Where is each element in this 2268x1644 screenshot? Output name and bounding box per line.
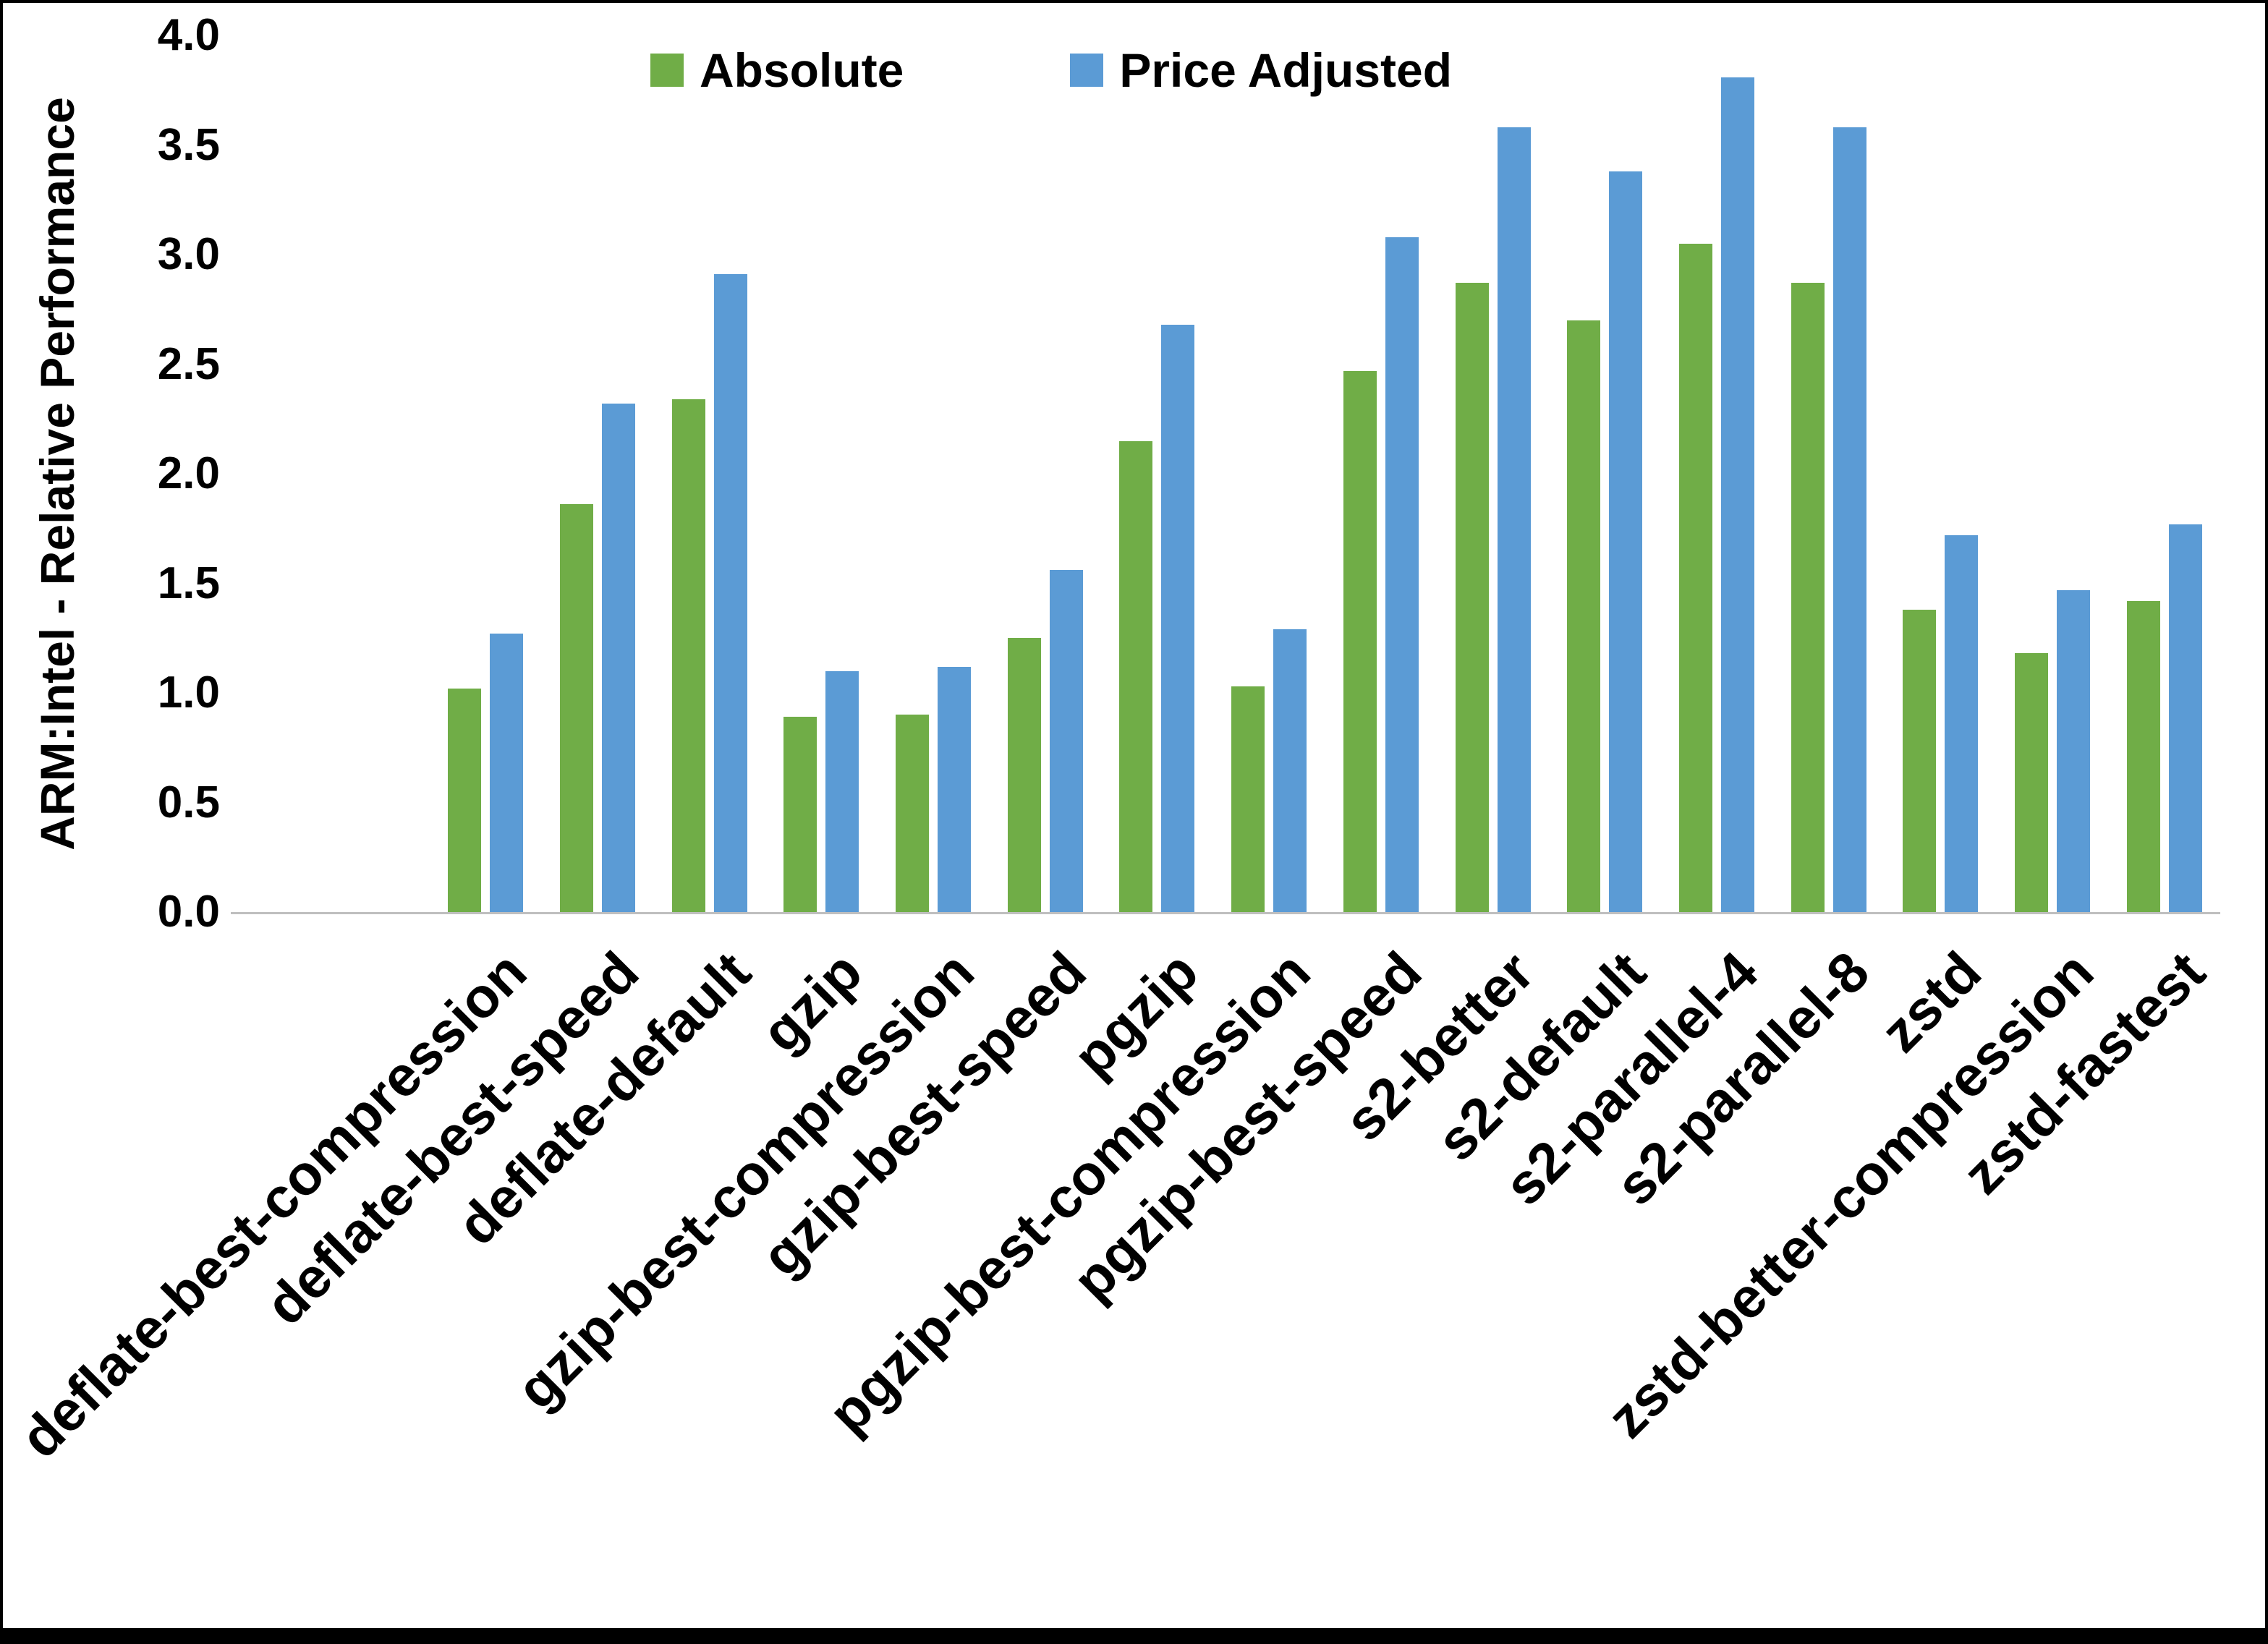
bar-price-adjusted-zstd-fastest	[2168, 524, 2202, 912]
bar-price-adjusted-pgzip	[1161, 324, 1195, 912]
bottom-border-bar	[3, 1628, 2265, 1641]
y-tick-label: 2.5	[157, 338, 220, 389]
bar-price-adjusted-gzip-best-compression	[938, 666, 972, 912]
y-tick-label: 4.0	[157, 10, 220, 60]
y-tick-label: 2.0	[157, 448, 220, 498]
bar-absolute-deflate-best-compression	[448, 688, 482, 912]
bar-absolute-s2-better	[1455, 283, 1489, 912]
bar-price-adjusted-s2-better	[1497, 127, 1531, 912]
legend-item-absolute: Absolute	[650, 43, 904, 98]
legend-label: Absolute	[700, 43, 904, 97]
bar-absolute-s2-parallel-4	[1678, 243, 1712, 912]
bar-price-adjusted-gzip-best-speed	[1049, 570, 1083, 912]
y-tick-label: 0.5	[157, 777, 220, 827]
y-tick-label: 1.5	[157, 558, 220, 608]
bar-absolute-zstd-fastest	[2126, 600, 2160, 912]
bar-absolute-gzip-best-compression	[896, 715, 930, 912]
bar-price-adjusted-s2-parallel-8	[1832, 127, 1866, 912]
legend-item-price-adjusted: Price Adjusted	[1070, 43, 1452, 98]
legend-swatch-icon	[1070, 54, 1104, 87]
bar-price-adjusted-s2-default	[1609, 171, 1643, 912]
bar-absolute-deflate-best-speed	[560, 504, 594, 912]
bar-absolute-s2-default	[1567, 320, 1601, 912]
bar-price-adjusted-deflate-default	[713, 274, 747, 912]
x-axis-line	[231, 912, 2220, 914]
bar-absolute-deflate-default	[671, 399, 705, 912]
bar-price-adjusted-gzip	[825, 670, 859, 912]
bar-absolute-pgzip	[1119, 440, 1153, 912]
bar-absolute-zstd-better-compression	[2014, 653, 2048, 912]
bar-price-adjusted-deflate-best-compression	[490, 634, 524, 912]
bar-absolute-gzip	[783, 717, 817, 912]
chart-legend: Absolute Price Adjusted	[650, 43, 1452, 98]
legend-label: Price Adjusted	[1119, 43, 1453, 97]
bar-absolute-zstd	[1903, 609, 1937, 912]
bar-price-adjusted-s2-parallel-4	[1720, 77, 1754, 912]
y-tick-label: 0.0	[157, 887, 220, 937]
bar-price-adjusted-pgzip-best-speed	[1385, 237, 1419, 912]
y-tick-label: 3.0	[157, 229, 220, 279]
bar-price-adjusted-deflate-best-speed	[602, 404, 636, 912]
bar-absolute-s2-parallel-8	[1791, 283, 1825, 912]
bar-absolute-pgzip-best-speed	[1343, 370, 1377, 912]
bar-absolute-gzip-best-speed	[1007, 638, 1041, 912]
bar-absolute-pgzip-best-compression	[1231, 686, 1265, 912]
bar-price-adjusted-zstd	[1945, 534, 1979, 912]
bar-price-adjusted-zstd-better-compression	[2056, 589, 2090, 912]
bar-price-adjusted-pgzip-best-compression	[1273, 629, 1307, 912]
y-tick-label: 1.0	[157, 668, 220, 717]
y-tick-label: 3.5	[157, 119, 220, 170]
legend-swatch-icon	[650, 54, 684, 87]
